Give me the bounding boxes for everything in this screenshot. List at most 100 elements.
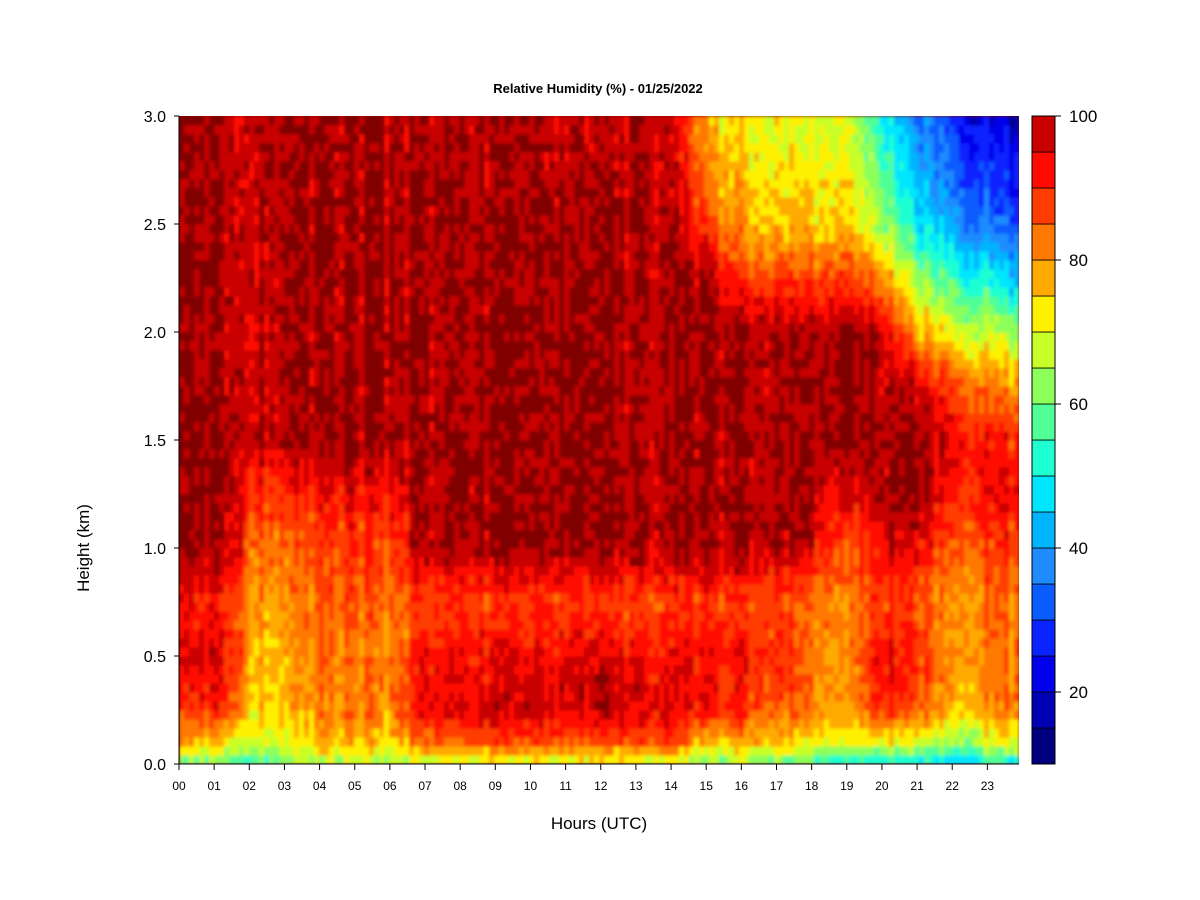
heatmap-cell (489, 620, 495, 630)
heatmap-cell (494, 683, 500, 693)
heatmap-cell (439, 710, 445, 720)
heatmap-cell (204, 620, 210, 630)
heatmap-cell (384, 278, 390, 288)
heatmap-cell (509, 485, 515, 495)
heatmap-cell (419, 404, 425, 414)
heatmap-cell (469, 665, 475, 675)
heatmap-cell (484, 395, 490, 405)
heatmap-cell (684, 224, 690, 234)
heatmap-cell (284, 458, 290, 468)
heatmap-cell (494, 710, 500, 720)
heatmap-cell (679, 206, 685, 216)
heatmap-cell (599, 728, 605, 738)
heatmap-cell (449, 134, 455, 144)
heatmap-cell (544, 638, 550, 648)
heatmap-cell (479, 737, 485, 747)
heatmap-cell (624, 386, 630, 396)
heatmap-cell (349, 467, 355, 477)
heatmap-cell (234, 233, 240, 243)
heatmap-cell (529, 116, 535, 126)
heatmap-cell (624, 341, 630, 351)
heatmap-cell (439, 521, 445, 531)
heatmap-cell (614, 620, 620, 630)
heatmap-cell (249, 413, 255, 423)
heatmap-cell (244, 278, 250, 288)
heatmap-cell (414, 593, 420, 603)
heatmap-cell (654, 251, 660, 261)
heatmap-cell (254, 683, 260, 693)
heatmap-cell (619, 755, 625, 764)
heatmap-cell (289, 737, 295, 747)
heatmap-cell (289, 656, 295, 666)
heatmap-cell (204, 719, 210, 729)
heatmap-cell (239, 413, 245, 423)
heatmap-cell (344, 674, 350, 684)
heatmap-cell (549, 728, 555, 738)
heatmap-cell (389, 566, 395, 576)
heatmap-cell (524, 548, 530, 558)
heatmap-cell (649, 611, 655, 621)
heatmap-cell (339, 314, 345, 324)
heatmap-cell (434, 593, 440, 603)
heatmap-cell (594, 746, 600, 756)
heatmap-cell (464, 188, 470, 198)
heatmap-cell (269, 125, 275, 135)
heatmap-cell (529, 161, 535, 171)
heatmap-cell (629, 278, 635, 288)
heatmap-cell (689, 647, 695, 657)
heatmap-cell (624, 665, 630, 675)
heatmap-cell (544, 260, 550, 270)
heatmap-cell (179, 215, 185, 225)
heatmap-cell (224, 386, 230, 396)
heatmap-cell (584, 683, 590, 693)
heatmap-cell (549, 350, 555, 360)
heatmap-cell (654, 143, 660, 153)
heatmap-cell (539, 125, 545, 135)
heatmap-cell (254, 134, 260, 144)
heatmap-cell (194, 539, 200, 549)
heatmap-cell (659, 683, 665, 693)
heatmap-cell (424, 251, 430, 261)
heatmap-cell (404, 431, 410, 441)
heatmap-cell (254, 611, 260, 621)
heatmap-cell (194, 674, 200, 684)
heatmap-cell (309, 467, 315, 477)
heatmap-cell (519, 665, 525, 675)
heatmap-cell (654, 629, 660, 639)
heatmap-cell (524, 170, 530, 180)
heatmap-cell (354, 557, 360, 567)
heatmap-cell (494, 278, 500, 288)
heatmap-cell (349, 656, 355, 666)
heatmap-cell (354, 485, 360, 495)
heatmap-cell (249, 296, 255, 306)
heatmap-cell (414, 656, 420, 666)
heatmap-cell (574, 710, 580, 720)
heatmap-cell (624, 197, 630, 207)
heatmap-cell (404, 557, 410, 567)
heatmap-cell (209, 719, 215, 729)
heatmap-cell (594, 647, 600, 657)
heatmap-cell (244, 152, 250, 162)
heatmap-cell (214, 692, 220, 702)
heatmap-cell (414, 719, 420, 729)
heatmap-cell (514, 647, 520, 657)
heatmap-cell (664, 566, 670, 576)
heatmap-cell (519, 719, 525, 729)
heatmap-cell (324, 692, 330, 702)
heatmap-cell (254, 251, 260, 261)
heatmap-cell (589, 125, 595, 135)
heatmap-cell (554, 611, 560, 621)
heatmap-cell (394, 377, 400, 387)
heatmap-cell (664, 710, 670, 720)
heatmap-cell (594, 584, 600, 594)
heatmap-cell (274, 746, 280, 756)
heatmap-cell (484, 494, 490, 504)
heatmap-cell (624, 629, 630, 639)
heatmap-cell (219, 683, 225, 693)
heatmap-cell (344, 152, 350, 162)
heatmap-cell (614, 341, 620, 351)
heatmap-cell (269, 746, 275, 756)
heatmap-cell (534, 422, 540, 432)
heatmap-cell (679, 476, 685, 486)
heatmap-cell (329, 719, 335, 729)
